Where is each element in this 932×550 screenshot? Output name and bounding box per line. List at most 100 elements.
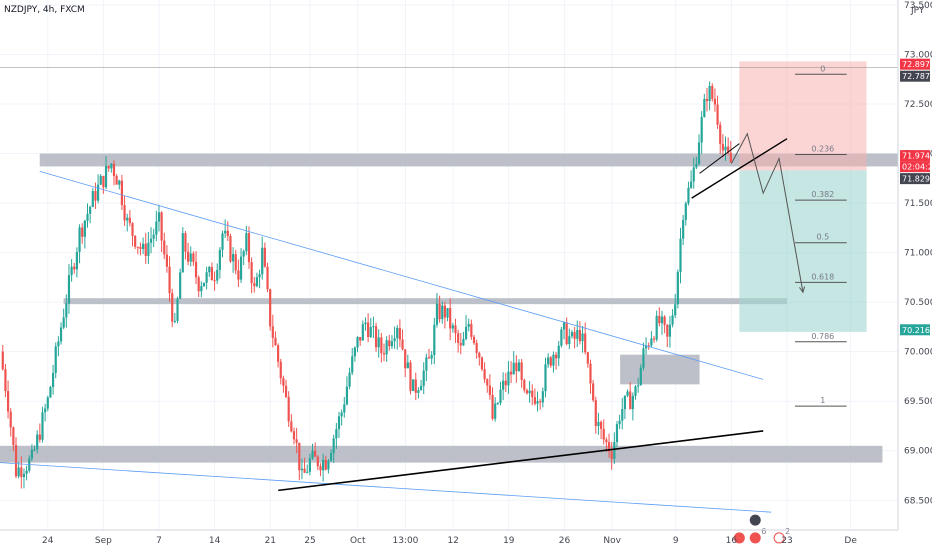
candle-up <box>258 274 261 278</box>
candle-up <box>340 412 343 417</box>
candle-down <box>486 379 489 386</box>
trendline[interactable] <box>39 170 764 380</box>
candle-down <box>226 230 229 237</box>
short-position-tool[interactable] <box>739 61 867 332</box>
trendline[interactable] <box>278 430 764 492</box>
candle-up <box>687 187 690 204</box>
candle-down <box>401 339 404 350</box>
time-tick-label: De <box>844 536 857 546</box>
price-axis-tags: 72.897 72.787 71.974 02:04:23 71.829 70.216 <box>900 58 932 336</box>
candle-up <box>724 146 727 151</box>
candle-down <box>279 361 282 379</box>
candle-down <box>284 385 288 397</box>
dividend-event-icon[interactable] <box>773 532 785 544</box>
candle-up <box>83 220 86 237</box>
candle-down <box>520 362 523 380</box>
candle-down <box>303 468 306 473</box>
candle-up <box>337 416 341 430</box>
stop-loss-zone[interactable] <box>739 61 867 171</box>
candle-up <box>49 386 52 398</box>
candle-up <box>499 389 502 403</box>
candle-up <box>104 166 108 188</box>
fib-level-label: 1 <box>820 396 825 405</box>
candle-down <box>647 345 650 347</box>
candle-down <box>115 175 118 185</box>
candle-down <box>554 354 558 359</box>
fibonacci-retracement[interactable]: 0 0.236 0.382 0.5 0.618 0.786 1 <box>795 64 847 407</box>
candle-down <box>194 261 198 278</box>
candle-down <box>531 390 534 398</box>
candle-down <box>716 104 719 125</box>
candle-down <box>292 431 296 440</box>
candle-up <box>692 167 695 182</box>
price-tag-bg <box>900 70 930 82</box>
candle-up <box>239 256 243 280</box>
candle-up <box>557 345 560 359</box>
candle-down <box>480 357 484 370</box>
candle-up <box>205 272 208 283</box>
candle-up <box>221 233 224 250</box>
candle-down <box>274 337 277 346</box>
candle-down <box>523 379 526 391</box>
candle-up <box>17 467 20 477</box>
candle-down <box>213 280 216 282</box>
candle-up <box>568 336 571 345</box>
support-resistance-zones <box>0 153 899 463</box>
candle-down <box>602 428 605 440</box>
earnings-event-icon[interactable] <box>749 514 761 526</box>
candle-down <box>404 349 407 369</box>
trendline[interactable] <box>691 138 788 199</box>
fib-level-label: 0.382 <box>811 190 834 199</box>
candle-up <box>44 408 47 413</box>
candle-up <box>377 337 380 348</box>
candle-up <box>496 402 499 404</box>
split-event-icon[interactable] <box>733 532 745 544</box>
candle-up <box>695 164 698 168</box>
candle-up <box>708 85 711 102</box>
candle-up <box>30 449 34 459</box>
candle-up <box>639 367 642 386</box>
candle-up <box>433 324 436 355</box>
candle-up <box>255 277 259 287</box>
candle-up <box>684 203 687 220</box>
price-tag-label: 71.829 <box>902 175 930 184</box>
candle-down <box>713 98 717 105</box>
candle-up <box>512 362 515 375</box>
candle-up <box>650 338 653 346</box>
candle-up <box>59 327 63 342</box>
candle-up <box>676 271 679 305</box>
candle-down <box>380 337 383 354</box>
time-axis[interactable]: 24 Sep 7 14 21 25 Oct 13:00 12 19 26 Nov 9 16 23 De <box>42 536 857 546</box>
candle-down <box>94 191 97 201</box>
candle-down <box>277 345 280 362</box>
price-tick-label: 73.500 <box>904 1 932 11</box>
price-tick-label: 70.000 <box>904 348 932 358</box>
candle-up <box>637 385 640 387</box>
trendlines[interactable] <box>0 67 899 513</box>
take-profit-zone[interactable] <box>739 170 867 332</box>
candle-up <box>412 379 415 391</box>
candle-up <box>700 116 703 143</box>
candle-up <box>36 434 39 450</box>
projection-line[interactable] <box>730 132 804 293</box>
candle-up <box>96 184 100 201</box>
trendline[interactable] <box>699 143 740 174</box>
trendline[interactable] <box>0 462 772 513</box>
candle-up <box>697 142 701 165</box>
symbol-title: NZDJPY, 4h, FXCM <box>4 5 85 15</box>
candle-up <box>361 324 364 341</box>
candle-down <box>102 176 105 188</box>
candle-down <box>20 467 23 477</box>
price-tick-label: 71.500 <box>904 199 932 209</box>
price-projection-path[interactable] <box>730 132 806 294</box>
split-event-icon[interactable] <box>749 532 761 544</box>
candle-up <box>644 345 648 349</box>
candle-down <box>475 343 478 353</box>
candle-down <box>525 390 529 394</box>
candle-up <box>541 391 544 403</box>
candle-down <box>163 240 166 255</box>
event-count-label: 6 <box>761 527 766 536</box>
